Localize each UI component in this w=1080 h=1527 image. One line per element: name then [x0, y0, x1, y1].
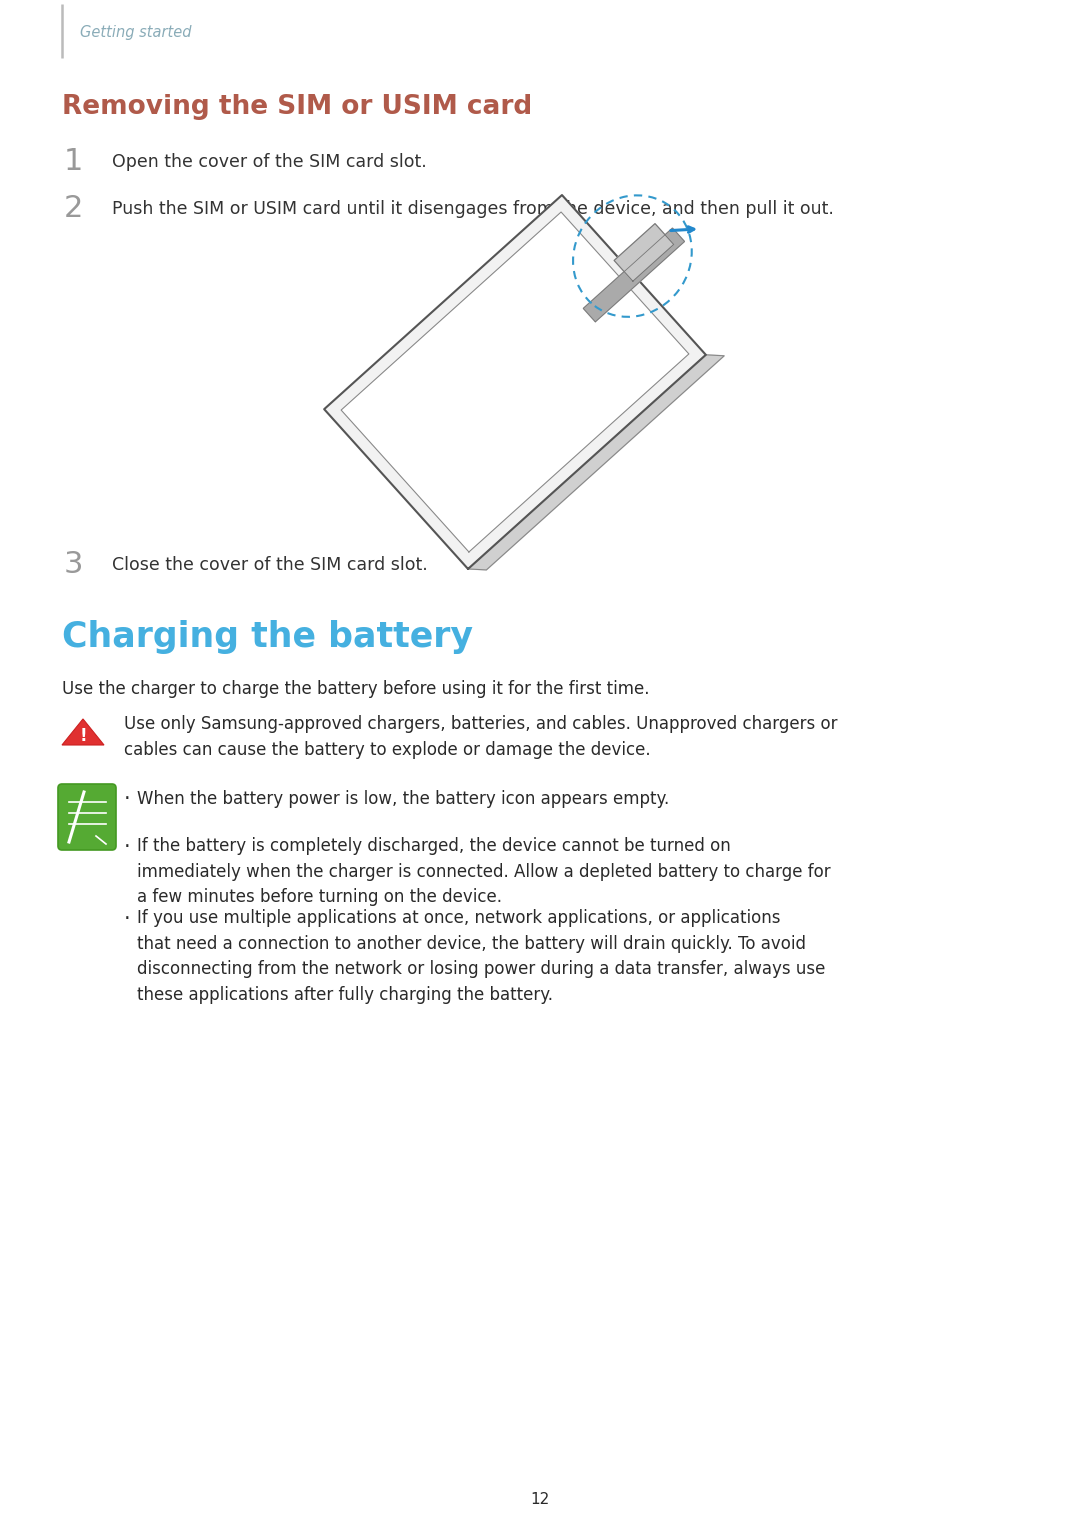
Text: Use only Samsung-approved chargers, batteries, and cables. Unapproved chargers o: Use only Samsung-approved chargers, batt… — [124, 715, 837, 759]
Polygon shape — [324, 195, 706, 570]
Text: When the battery power is low, the battery icon appears empty.: When the battery power is low, the batte… — [137, 789, 670, 808]
Polygon shape — [62, 719, 104, 745]
Text: Close the cover of the SIM card slot.: Close the cover of the SIM card slot. — [112, 556, 428, 574]
Circle shape — [612, 284, 623, 295]
Text: ·: · — [124, 837, 131, 857]
Text: If the battery is completely discharged, the device cannot be turned on
immediat: If the battery is completely discharged,… — [137, 837, 831, 907]
FancyBboxPatch shape — [58, 783, 116, 851]
Text: Use the charger to charge the battery before using it for the first time.: Use the charger to charge the battery be… — [62, 680, 649, 698]
Text: 12: 12 — [530, 1492, 550, 1507]
Polygon shape — [583, 228, 685, 322]
Text: Push the SIM or USIM card until it disengages from the device, and then pull it : Push the SIM or USIM card until it disen… — [112, 200, 834, 218]
Text: Removing the SIM or USIM card: Removing the SIM or USIM card — [62, 95, 532, 121]
Text: Getting started: Getting started — [80, 26, 191, 41]
Text: 3: 3 — [64, 551, 83, 580]
Text: 2: 2 — [64, 194, 83, 223]
Text: !: ! — [79, 727, 86, 745]
Text: If you use multiple applications at once, network applications, or applications
: If you use multiple applications at once… — [137, 909, 825, 1005]
Text: Open the cover of the SIM card slot.: Open the cover of the SIM card slot. — [112, 153, 427, 171]
Text: ·: · — [124, 789, 131, 809]
Polygon shape — [468, 354, 725, 570]
Text: Charging the battery: Charging the battery — [62, 620, 473, 654]
Polygon shape — [341, 212, 689, 551]
Text: 1: 1 — [64, 148, 83, 177]
Polygon shape — [615, 223, 674, 281]
Text: ·: · — [124, 909, 131, 928]
